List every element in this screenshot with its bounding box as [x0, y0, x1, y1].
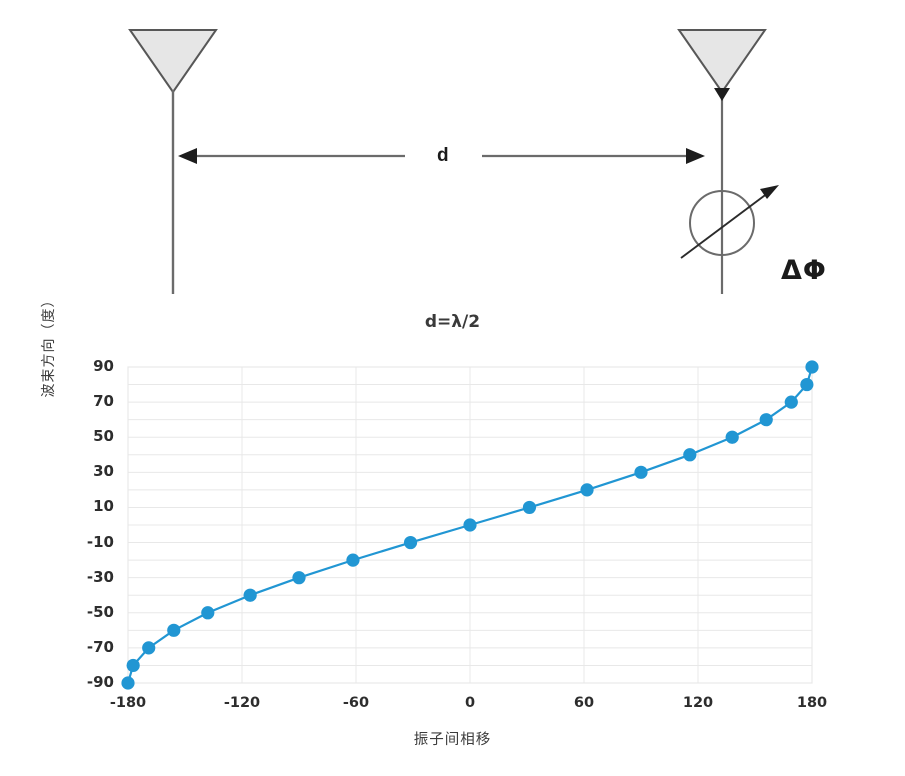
arrow-left-icon — [178, 148, 197, 164]
chart-plot-frame — [127, 366, 813, 684]
feed-arrow-down-icon — [714, 88, 730, 101]
chart-gridlines — [128, 367, 812, 683]
y-tick-label: -50 — [86, 602, 114, 621]
arrow-right-icon — [686, 148, 705, 164]
data-point-marker — [243, 588, 257, 602]
y-axis-label: 波束方向（度） — [40, 292, 56, 398]
antenna-array-diagram: d ΔΦ — [0, 0, 905, 310]
data-point-marker — [167, 623, 181, 637]
x-tick-label: -60 — [342, 695, 370, 711]
x-tick-label: -180 — [109, 695, 147, 711]
chart-plot-svg — [121, 360, 819, 690]
antenna-horn-right-icon — [677, 29, 767, 94]
y-tick-label: 10 — [93, 497, 114, 516]
phase-shifter-slash — [680, 189, 773, 259]
data-point-marker — [634, 465, 648, 479]
phase-shifter-circle-icon — [689, 190, 755, 256]
antenna-element-left — [128, 29, 218, 294]
data-point-marker — [292, 571, 306, 585]
antenna-horn-left-icon — [128, 29, 218, 94]
chart-title: d=λ/2 — [424, 312, 481, 332]
y-tick-label: 70 — [93, 392, 114, 411]
data-point-marker — [580, 483, 594, 497]
y-tick-label: 50 — [93, 427, 114, 446]
data-point-marker — [759, 413, 773, 427]
x-tick-label: 120 — [682, 695, 714, 711]
x-tick-label: 60 — [573, 695, 595, 711]
data-point-marker — [522, 500, 537, 515]
x-tick-label: 0 — [464, 695, 476, 711]
x-tick-label: 180 — [796, 695, 828, 711]
plot-border — [127, 366, 813, 684]
data-point-marker — [463, 518, 477, 532]
phase-shifter-arrow-icon — [760, 185, 779, 199]
data-point-marker — [800, 377, 814, 392]
data-point-marker — [725, 430, 739, 444]
y-tick-label: 90 — [93, 357, 114, 375]
data-point-marker — [784, 395, 798, 409]
data-point-marker — [805, 360, 819, 374]
antenna-diagram-svg — [128, 29, 779, 294]
data-point-marker — [346, 553, 360, 567]
y-tick-label: -10 — [86, 532, 114, 551]
data-point-marker — [683, 448, 697, 462]
y-tick-label: -90 — [86, 673, 114, 691]
data-point-marker — [201, 606, 215, 620]
distance-measure-arrow — [178, 148, 705, 164]
data-point-marker — [121, 676, 135, 690]
phase-shift-label: ΔΦ — [781, 255, 827, 286]
y-tick-label: -70 — [86, 637, 114, 656]
chart-series-layer — [121, 360, 819, 690]
distance-label: d — [437, 145, 449, 166]
phase-shifter-symbol — [680, 185, 779, 259]
data-point-marker — [403, 535, 418, 550]
beam-direction-chart: -90 -70 -50 -30 -10 10 30 50 70 90 -180 -120 -60 0 60… — [0, 345, 905, 765]
y-tick-label: 30 — [93, 462, 114, 481]
data-point-marker — [126, 658, 140, 673]
x-axis-label: 振子间相移 — [413, 732, 492, 748]
data-point-marker — [142, 641, 156, 655]
y-tick-label: -30 — [86, 567, 114, 586]
x-tick-label: -120 — [223, 695, 261, 711]
